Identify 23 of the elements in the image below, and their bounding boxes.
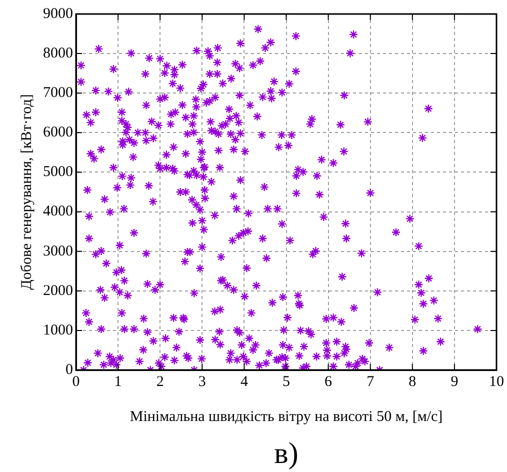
text: в) bbox=[274, 436, 298, 470]
x-tick-label: 3 bbox=[198, 374, 206, 390]
x-tick-label: 10 bbox=[489, 374, 504, 390]
y-tick-label: 6000 bbox=[43, 124, 73, 141]
y-tick-label: 9000 bbox=[43, 6, 73, 22]
y-tick-label: 5000 bbox=[43, 164, 73, 180]
x-tick-label: 2 bbox=[156, 374, 164, 390]
y-tick-label: 2000 bbox=[43, 282, 73, 299]
x-tick-label: 7 bbox=[366, 374, 375, 390]
y-tick-label: 3000 bbox=[43, 243, 73, 260]
y-tick-label: 7000 bbox=[43, 85, 73, 102]
y-axis-title: Добове генерування, [кВт·год] bbox=[18, 94, 35, 290]
x-axis-title: Мінімальна швидкість вітру на висоті 50 м, [м/с] bbox=[130, 408, 443, 425]
y-tick-label: 4000 bbox=[43, 204, 73, 220]
y-tick-label: 0 bbox=[66, 362, 73, 378]
y-tick-label: 8000 bbox=[43, 45, 73, 62]
y-tick-label: 1000 bbox=[43, 322, 73, 338]
x-tick-label: 4 bbox=[240, 374, 248, 390]
x-tick-label: 9 bbox=[450, 374, 458, 390]
x-tick-label: 8 bbox=[408, 374, 416, 390]
x-tick-label: 1 bbox=[114, 374, 122, 390]
x-tick-label: 6 bbox=[324, 374, 333, 390]
x-tick-label: 5 bbox=[282, 374, 290, 390]
